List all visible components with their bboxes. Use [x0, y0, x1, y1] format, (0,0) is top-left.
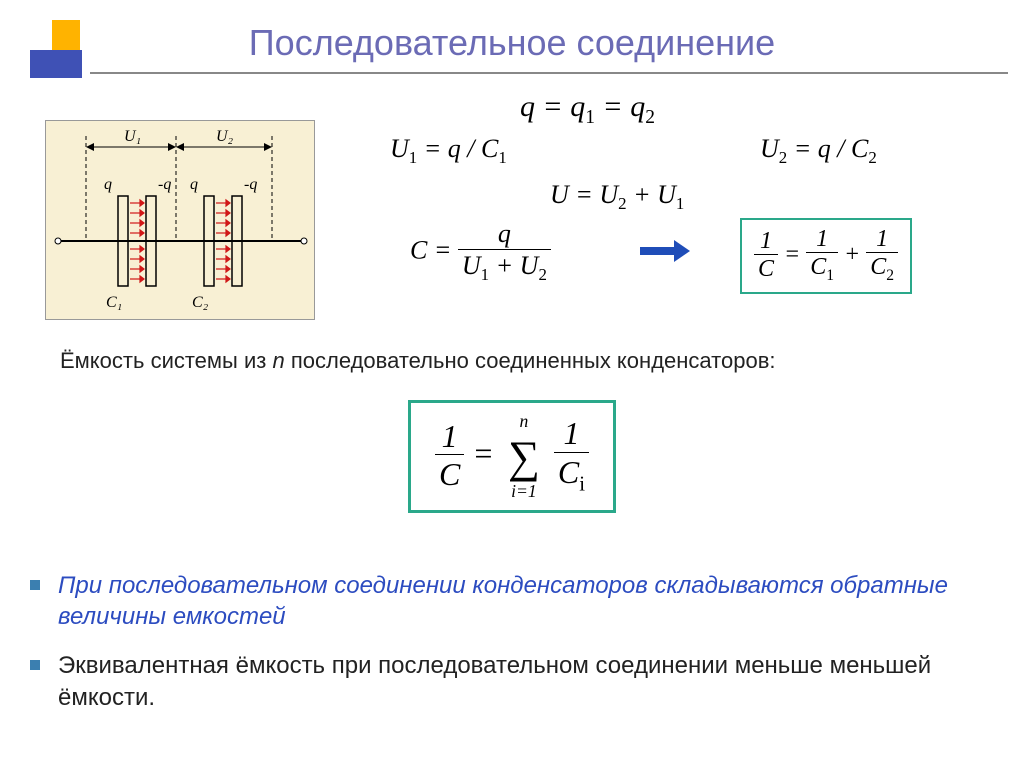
formulas-area: q = q1 = q2 U1 = q / C1 U2 = q / C2 U = … — [340, 90, 994, 330]
bullet-text-1: При последовательном соединении конденса… — [58, 570, 984, 632]
svg-text:q: q — [190, 176, 198, 193]
svg-text:C₂: C₂ — [192, 294, 209, 311]
bullet-text-2: Эквивалентная ёмкость при последовательн… — [58, 650, 984, 712]
bullet-item-2: Эквивалентная ёмкость при последовательн… — [30, 650, 984, 712]
circuit-svg: U₁ U₂ q -q q -q C₁ C₂ — [46, 121, 316, 321]
svg-text:U₁: U₁ — [124, 128, 141, 145]
svg-text:-q: -q — [244, 176, 257, 193]
bullet-square-icon — [30, 580, 40, 590]
bullet-item-1: При последовательном соединении конденса… — [30, 570, 984, 632]
arrow-icon — [640, 240, 690, 262]
formula-u-sum: U = U2 + U1 — [550, 180, 684, 214]
bullet-square-icon — [30, 660, 40, 670]
svg-text:C₁: C₁ — [106, 294, 122, 311]
formula-c-frac: C = q U1 + U2 — [410, 220, 551, 285]
formula-q: q = q1 = q2 — [520, 90, 655, 129]
svg-text:-q: -q — [158, 176, 171, 193]
title-underline — [90, 72, 1008, 74]
svg-text:U₂: U₂ — [216, 128, 234, 145]
circuit-diagram: U₁ U₂ q -q q -q C₁ C₂ — [45, 120, 315, 320]
bullet-list: При последовательном соединении конденса… — [30, 570, 984, 731]
formula-u2: U2 = q / C2 — [760, 134, 877, 168]
big-formula-wrap: 1C = n ∑ i=1 1Ci — [0, 400, 1024, 513]
formula-inv-c-box: 1C = 1C1 + 1C2 — [740, 218, 912, 294]
slide-title: Последовательное соединение — [0, 22, 1024, 64]
svg-text:q: q — [104, 176, 112, 193]
big-formula-box: 1C = n ∑ i=1 1Ci — [408, 400, 616, 513]
formula-u1: U1 = q / C1 — [390, 134, 507, 168]
text-n-capacitors: Ёмкость системы из n последовательно сое… — [60, 348, 984, 374]
